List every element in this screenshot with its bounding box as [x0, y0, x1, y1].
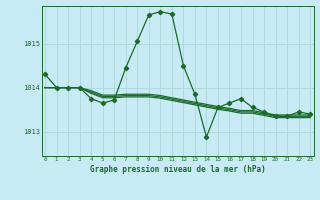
X-axis label: Graphe pression niveau de la mer (hPa): Graphe pression niveau de la mer (hPa): [90, 165, 266, 174]
